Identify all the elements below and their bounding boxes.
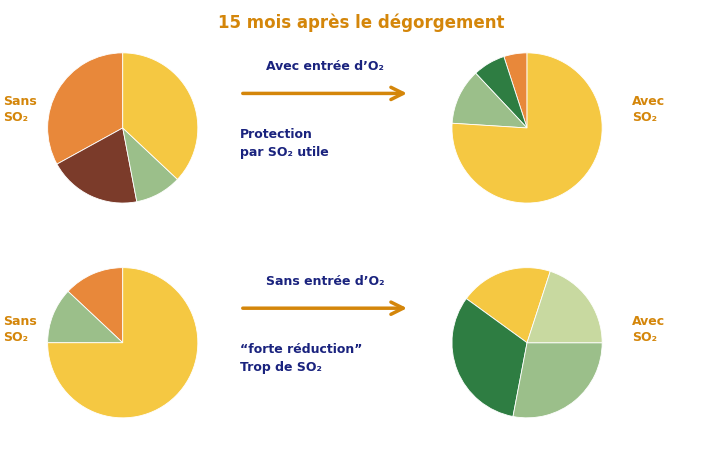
Wedge shape	[48, 292, 123, 343]
Wedge shape	[68, 268, 123, 343]
Wedge shape	[527, 271, 602, 343]
Wedge shape	[123, 128, 178, 202]
Text: 15 mois après le dégorgement: 15 mois après le dégorgement	[218, 14, 504, 32]
Wedge shape	[57, 128, 136, 203]
Wedge shape	[504, 53, 527, 128]
Text: Avec entrée d’O₂: Avec entrée d’O₂	[266, 60, 384, 73]
Wedge shape	[452, 73, 527, 128]
Text: Avec
SO₂: Avec SO₂	[632, 314, 665, 344]
Wedge shape	[452, 298, 527, 416]
Text: Sans
SO₂: Sans SO₂	[4, 95, 38, 124]
Wedge shape	[466, 268, 550, 343]
Text: “forte réduction”
Trop de SO₂: “forte réduction” Trop de SO₂	[240, 343, 362, 374]
Wedge shape	[48, 53, 123, 164]
Wedge shape	[513, 343, 602, 418]
Text: Sans
SO₂: Sans SO₂	[4, 314, 38, 344]
Text: Protection
par SO₂ utile: Protection par SO₂ utile	[240, 128, 329, 159]
Wedge shape	[48, 268, 198, 418]
Wedge shape	[476, 57, 527, 128]
Text: Avec
SO₂: Avec SO₂	[632, 95, 665, 124]
Text: Sans entrée d’O₂: Sans entrée d’O₂	[266, 275, 384, 288]
Wedge shape	[452, 53, 602, 203]
Wedge shape	[123, 53, 198, 179]
